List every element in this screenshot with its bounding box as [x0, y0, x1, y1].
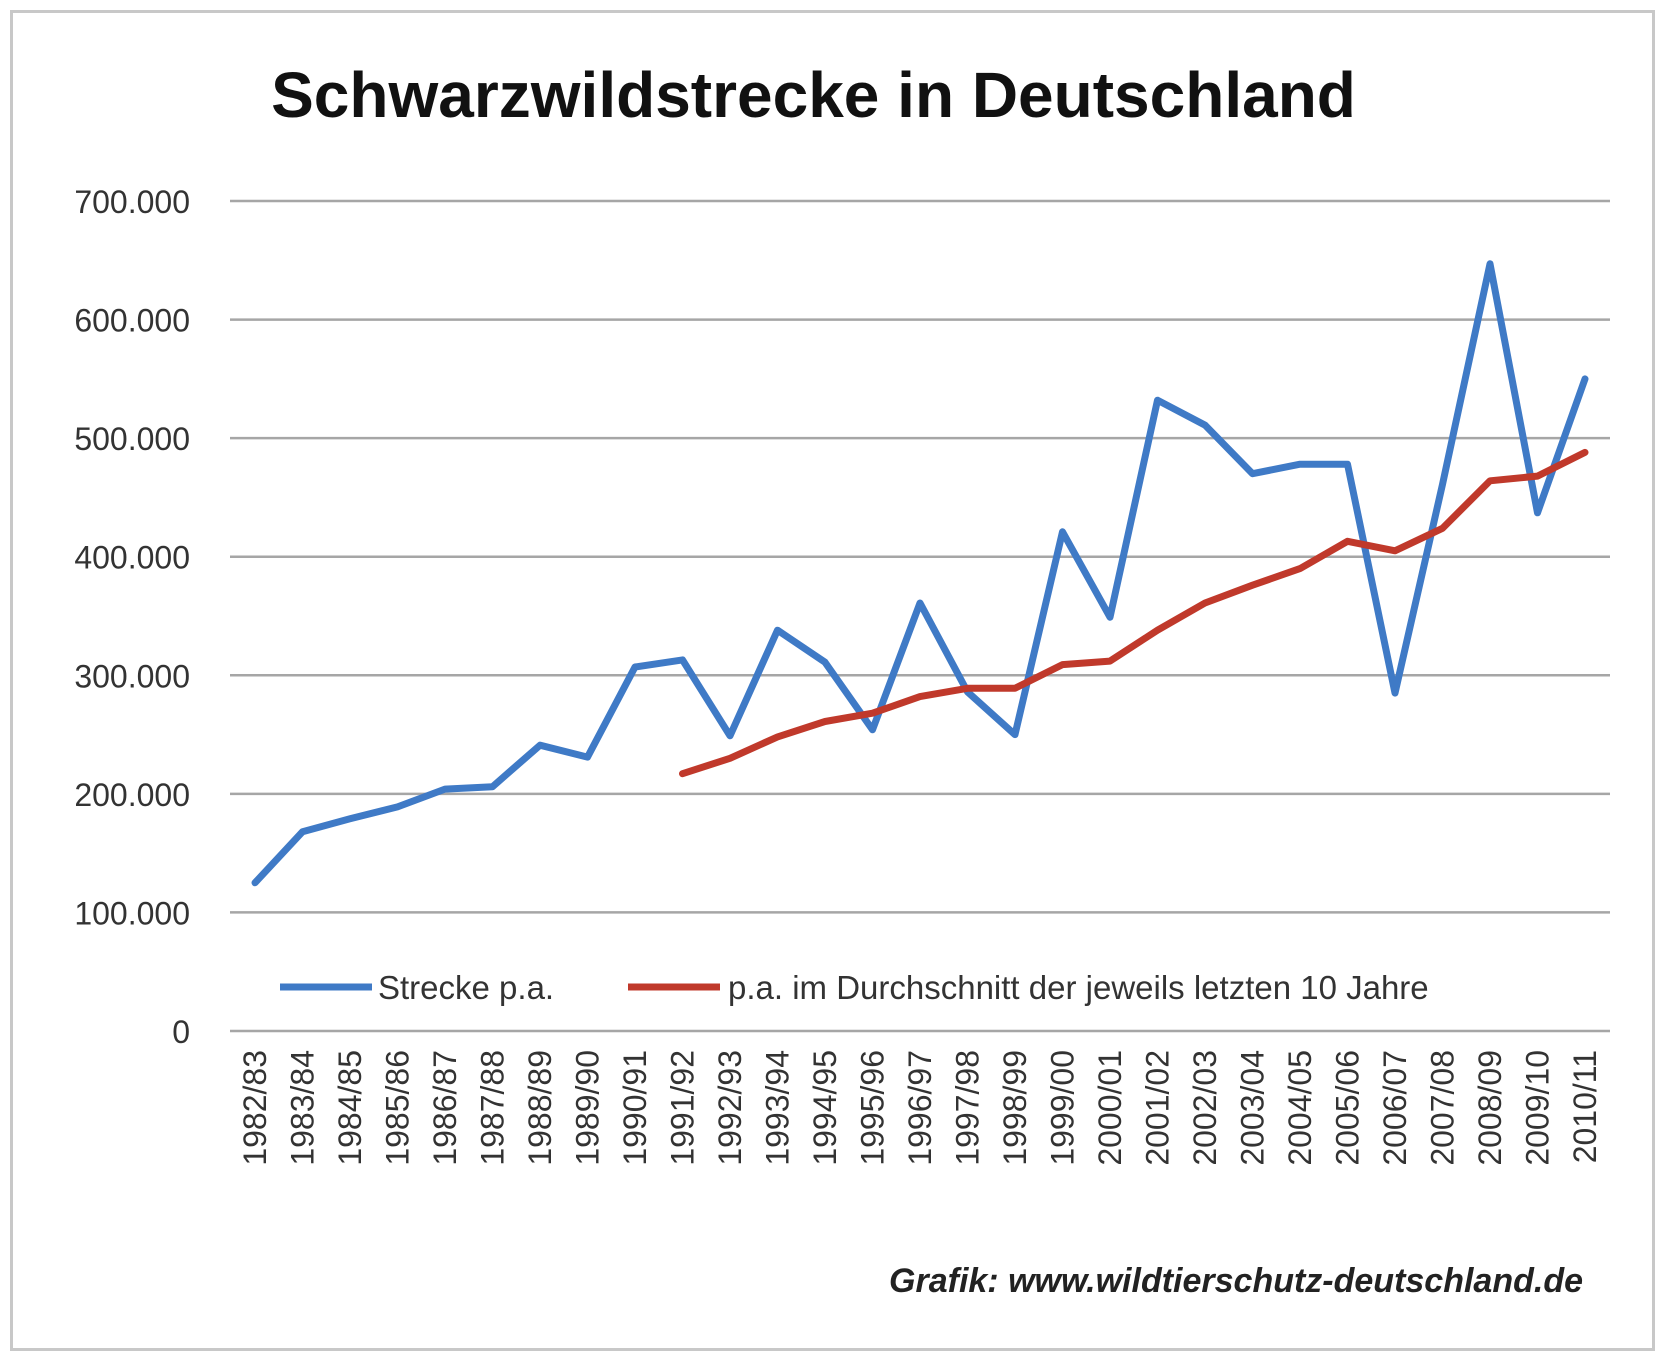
x-tick-label: 2001/02: [1140, 1050, 1176, 1166]
y-tick-label: 0: [172, 1014, 190, 1050]
y-tick-label: 700.000: [74, 184, 190, 220]
x-tick-label: 1982/83: [237, 1050, 273, 1166]
x-tick-label: 1994/95: [807, 1050, 843, 1166]
y-tick-label: 200.000: [74, 777, 190, 813]
x-tick-label: 1989/90: [570, 1050, 606, 1166]
x-tick-label: 2009/10: [1520, 1050, 1556, 1166]
x-tick-label: 1991/92: [665, 1050, 701, 1166]
x-tick-label: 1996/97: [902, 1050, 938, 1166]
chart-credit: Grafik: www.wildtierschutz-deutschland.d…: [889, 1262, 1583, 1300]
x-tick-label: 2004/05: [1282, 1050, 1318, 1166]
x-tick-label: 1983/84: [285, 1050, 321, 1166]
series-line-1: [679, 448, 1589, 778]
y-tick-label: 500.000: [74, 421, 190, 457]
y-tick-label: 100.000: [74, 895, 190, 931]
series-line-0: [251, 260, 1589, 887]
x-tick-label: 1997/98: [950, 1050, 986, 1166]
x-tick-label: 1984/85: [332, 1050, 368, 1166]
chart-frame: [10, 10, 1655, 1351]
chart-title: Schwarzwildstrecke in Deutschland: [271, 59, 1356, 131]
x-tick-label: 2003/04: [1235, 1050, 1271, 1166]
y-tick-label: 600.000: [74, 303, 190, 339]
x-tick-label: 1987/88: [475, 1050, 511, 1166]
x-tick-label: 1990/91: [617, 1050, 653, 1166]
x-tick-label: 1995/96: [855, 1050, 891, 1166]
x-tick-label: 1986/87: [427, 1050, 463, 1166]
y-tick-label: 300.000: [74, 658, 190, 694]
legend-label: p.a. im Durchschnitt der jeweils letzten…: [728, 969, 1429, 1006]
x-tick-label: 2010/11: [1567, 1050, 1603, 1163]
x-tick-label: 2002/03: [1187, 1050, 1223, 1166]
x-tick-label: 1985/86: [380, 1050, 416, 1166]
x-tick-label: 2007/08: [1425, 1050, 1461, 1166]
x-tick-label: 1988/89: [522, 1050, 558, 1166]
x-tick-label: 1992/93: [712, 1050, 748, 1166]
x-tick-label: 2000/01: [1092, 1050, 1128, 1166]
y-tick-label: 400.000: [74, 540, 190, 576]
x-tick-label: 1993/94: [760, 1050, 796, 1166]
x-tick-label: 1999/00: [1045, 1050, 1081, 1166]
x-tick-label: 2008/09: [1472, 1050, 1508, 1166]
x-tick-label: 2005/06: [1330, 1050, 1366, 1166]
x-tick-label: 2006/07: [1377, 1050, 1413, 1166]
x-tick-label: 1998/99: [997, 1050, 1033, 1166]
legend-label: Strecke p.a.: [378, 969, 554, 1006]
